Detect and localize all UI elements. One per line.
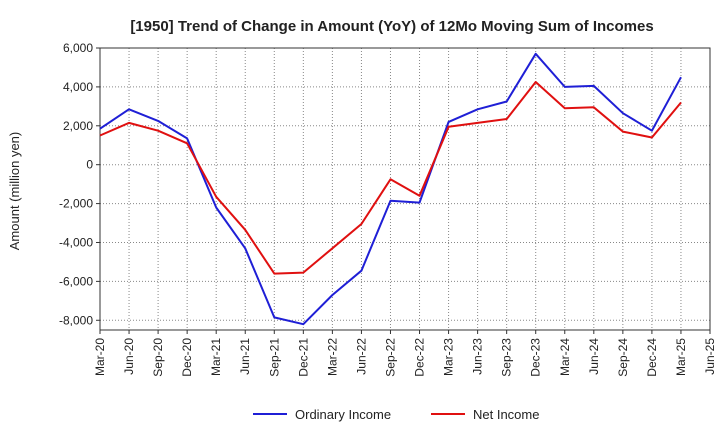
y-axis-label: Amount (million yen)	[7, 132, 22, 251]
x-tick-label: Dec-22	[413, 338, 427, 377]
y-tick-label: -8,000	[59, 313, 93, 327]
x-tick-label: Jun-20	[122, 338, 136, 375]
y-tick-label: 0	[86, 158, 93, 172]
legend-label-ordinary-income: Ordinary Income	[295, 407, 391, 422]
x-tick-label: Sep-23	[500, 338, 514, 377]
x-tick-label: Mar-22	[325, 338, 339, 376]
x-tick-label: Jun-23	[471, 338, 485, 375]
y-tick-label: 2,000	[63, 119, 93, 133]
x-tick-label: Dec-20	[180, 338, 194, 377]
x-tick-label: Sep-21	[267, 338, 281, 377]
series-line-net-income	[99, 81, 682, 275]
x-tick-label: Mar-25	[674, 338, 688, 376]
plot-area: 6,000 4,000 2,000 0 -2,000 -4,000 -6,000 -8,000…	[59, 41, 717, 377]
legend: Ordinary Income Net Income	[253, 407, 539, 422]
x-tick-label: Mar-21	[209, 338, 223, 376]
y-tick-label: -4,000	[59, 235, 93, 249]
x-tick-label: Dec-23	[529, 338, 543, 377]
legend-label-net-income: Net Income	[473, 407, 539, 422]
x-tick-label: Mar-24	[558, 338, 572, 376]
x-tick-label: Sep-22	[383, 338, 397, 377]
x-tick-label: Jun-21	[238, 338, 252, 375]
y-tick-label: 6,000	[63, 41, 93, 55]
y-tick-label: 4,000	[63, 80, 93, 94]
chart-title: [1950] Trend of Change in Amount (YoY) o…	[130, 18, 653, 35]
x-tick-label: Sep-24	[616, 338, 630, 377]
x-tick-label: Sep-20	[151, 338, 165, 377]
y-tick-label: -6,000	[59, 274, 93, 288]
y-tick-label: -2,000	[59, 197, 93, 211]
x-tick-label: Jun-24	[587, 338, 601, 375]
x-tick-label: Mar-20	[93, 338, 107, 376]
x-tick-label: Dec-24	[645, 338, 659, 377]
x-tick-label: Mar-23	[442, 338, 456, 376]
x-tick-label: Jun-25	[703, 338, 717, 375]
x-tick-label: Jun-22	[354, 338, 368, 375]
x-tick-label: Dec-21	[296, 338, 310, 377]
plot-frame	[99, 47, 711, 331]
